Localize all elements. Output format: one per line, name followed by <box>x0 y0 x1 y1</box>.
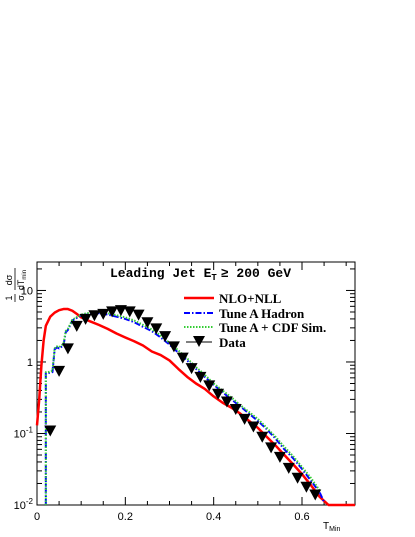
x-axis-label-sub: Min <box>329 526 340 533</box>
x-axis-label-main: T <box>323 521 329 532</box>
data-marker <box>167 341 180 353</box>
x-tick-label: 0.2 <box>118 511 133 523</box>
data-marker <box>238 413 251 425</box>
data-marker <box>256 431 269 443</box>
y-tick-label: 10-1 <box>14 425 34 440</box>
data-marker <box>123 306 136 318</box>
data-marker <box>44 425 57 437</box>
data-marker <box>185 363 198 375</box>
y-label-dden-main: dT <box>16 279 26 290</box>
title-main: Leading Jet E <box>110 266 212 281</box>
chart-title: Leading Jet ET ≥ 200 GeV <box>110 266 291 283</box>
data-marker <box>229 403 242 415</box>
y-tick-label: 1 <box>27 357 33 369</box>
x-tick-label: 0.4 <box>206 511 221 523</box>
data-marker <box>203 380 216 392</box>
y-axis-label: 1 σ dσ dTmin <box>4 268 28 302</box>
data-marker <box>194 371 207 383</box>
legend-swatch-data-marker <box>193 336 205 347</box>
data-marker <box>220 396 233 408</box>
data-marker <box>247 421 260 433</box>
data-marker <box>150 323 163 335</box>
data-marker <box>106 306 119 318</box>
x-axis-label: TMin <box>323 521 340 533</box>
data-marker <box>309 489 322 501</box>
y-label-dden-sub: min <box>22 270 28 280</box>
legend-label-hadron: Tune A Hadron <box>219 306 305 321</box>
data-marker <box>212 388 225 400</box>
legend-label-cdfsim: Tune A + CDF Sim. <box>219 320 326 335</box>
data-marker <box>132 309 145 321</box>
y-label-dden: dTmin <box>16 270 28 290</box>
series-line-2 <box>44 310 321 505</box>
data-markers <box>44 305 322 501</box>
data-marker <box>70 320 83 332</box>
data-marker <box>114 305 127 317</box>
data-marker <box>300 481 313 493</box>
y-tick-label: 10-2 <box>14 497 34 512</box>
legend-label-data: Data <box>219 335 246 350</box>
y-label-dnum: dσ <box>4 274 14 285</box>
y-label-num: 1 <box>4 295 14 300</box>
axis-tick-labels: 0 0.2 0.4 0.6 10-2 10-1 1 10 <box>14 285 310 523</box>
data-marker <box>282 462 295 474</box>
y-tick-label: 10 <box>21 285 33 297</box>
data-marker <box>88 310 101 322</box>
series-line-0 <box>35 307 355 507</box>
x-tick-label: 0.6 <box>294 511 309 523</box>
data-marker <box>53 365 66 377</box>
data-marker <box>141 317 154 329</box>
data-marker <box>159 331 172 343</box>
data-marker <box>97 308 110 320</box>
data-marker <box>291 472 304 484</box>
data-marker <box>273 451 286 463</box>
data-marker <box>61 343 74 355</box>
data-marker <box>176 352 189 364</box>
y-label-den: σ <box>16 295 26 301</box>
legend: NLO+NLL Tune A Hadron Tune A + CDF Sim. … <box>184 291 326 350</box>
data-marker <box>79 313 92 325</box>
legend-label-nlo: NLO+NLL <box>219 291 282 306</box>
data-marker <box>265 442 278 454</box>
x-tick-label: 0 <box>34 511 40 523</box>
series-line-1 <box>44 312 325 505</box>
title-rest: ≥ 200 GeV <box>221 266 291 281</box>
title-subscript: T <box>211 273 217 283</box>
